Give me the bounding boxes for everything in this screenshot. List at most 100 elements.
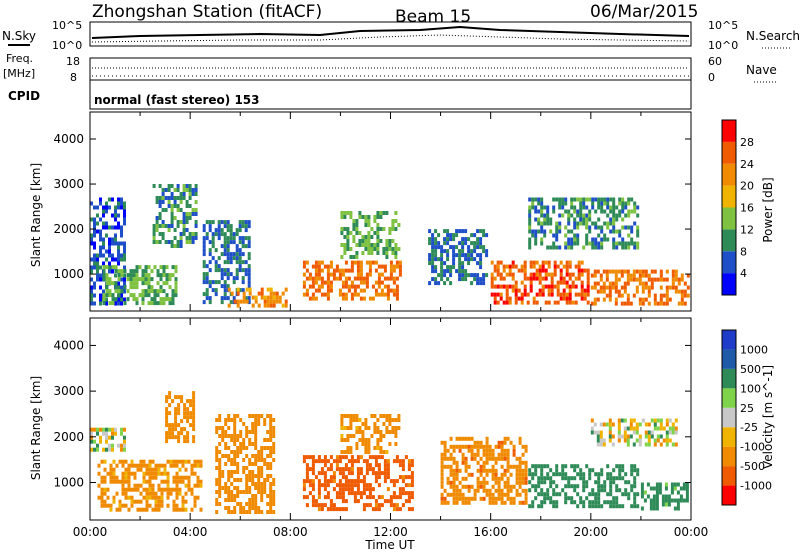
velocity-cell — [269, 462, 273, 466]
power-cell — [173, 188, 177, 192]
velocity-cell — [670, 486, 674, 491]
power-cell — [588, 197, 592, 202]
velocity-cell — [171, 427, 175, 432]
velocity-cell — [230, 470, 234, 474]
velocity-cell — [449, 456, 453, 461]
power-cell — [537, 201, 541, 206]
power-region-9 — [528, 197, 640, 250]
power-cell — [597, 241, 601, 246]
power-region-8 — [490, 260, 590, 305]
velocity-cell — [364, 442, 368, 446]
power-cell — [526, 300, 530, 305]
power-cell — [686, 285, 690, 290]
power-cell — [394, 211, 398, 215]
power-cell — [174, 293, 178, 298]
velocity-cell — [177, 435, 181, 440]
power-cell — [605, 293, 609, 298]
power-cell — [155, 220, 159, 224]
power-cell — [446, 265, 450, 270]
power-cell — [668, 297, 672, 302]
power-cell — [158, 200, 162, 204]
power-cell — [638, 301, 642, 306]
velocity-cell — [362, 479, 366, 484]
power-cell — [464, 229, 468, 234]
velocity-cell — [251, 478, 255, 482]
velocity-cell — [123, 427, 126, 432]
power-cell — [614, 281, 618, 286]
power-cell — [159, 265, 163, 270]
velocity-cell — [528, 468, 532, 473]
power-cell — [680, 301, 684, 306]
velocity-cell — [248, 498, 252, 502]
power-cell — [467, 273, 471, 278]
velocity-cell — [199, 507, 203, 512]
velocity-cell — [515, 492, 519, 497]
power-cell — [588, 213, 592, 218]
power-cell — [226, 248, 230, 253]
power-cell — [579, 197, 583, 202]
velocity-cell — [636, 504, 640, 509]
velocity-cell — [148, 503, 152, 508]
power-cell — [482, 281, 486, 286]
velocity-cell — [665, 438, 669, 443]
power-cell — [496, 284, 500, 289]
power-cell — [194, 224, 198, 228]
power-cell — [114, 301, 117, 306]
velocity-cell — [590, 430, 594, 435]
velocity-cell — [624, 488, 628, 493]
power-cell — [621, 205, 625, 210]
velocity-cell — [192, 427, 196, 432]
nsky-series — [91, 25, 690, 39]
power-cell — [254, 299, 258, 304]
velocity-cell — [181, 507, 185, 512]
velocity-cell — [111, 427, 114, 432]
power-cell — [394, 227, 398, 231]
power-cell — [241, 240, 245, 245]
velocity-cell — [494, 460, 498, 465]
power-cell — [594, 221, 598, 226]
velocity-cell — [227, 434, 231, 438]
velocity-colorbar-swatch — [722, 349, 736, 369]
power-cell — [612, 245, 616, 250]
velocity-cell — [302, 479, 306, 484]
velocity-cell — [326, 483, 330, 488]
power-cell — [99, 237, 102, 242]
power-cell — [603, 237, 607, 242]
power-cell — [464, 273, 468, 278]
power-cell — [564, 233, 568, 238]
power-cell — [535, 300, 539, 305]
power-cell — [170, 208, 174, 212]
power-cell — [458, 261, 462, 266]
velocity-cell — [340, 418, 344, 422]
power-cell — [647, 277, 651, 282]
velocity-cell — [594, 496, 598, 501]
power-cell — [156, 293, 160, 298]
power-cell — [161, 208, 165, 212]
power-cell — [129, 281, 133, 286]
power-cell — [520, 292, 524, 297]
velocity-cell — [491, 496, 495, 501]
power-cell — [585, 217, 589, 222]
velocity-cell — [407, 507, 411, 512]
power-cell — [585, 241, 589, 246]
power-cell — [96, 257, 99, 262]
velocity-cell — [236, 486, 240, 490]
velocity-cell — [221, 426, 225, 430]
velocity-cell — [103, 479, 107, 484]
power-cell — [343, 247, 347, 251]
velocity-cell — [311, 495, 315, 500]
velocity-cell — [500, 452, 504, 457]
velocity-cell — [145, 463, 149, 468]
velocity-cell — [148, 471, 152, 476]
power-cell — [155, 224, 159, 228]
power-cell — [537, 209, 541, 214]
velocity-cell — [552, 472, 556, 477]
velocity-cell — [621, 468, 625, 473]
power-cell — [538, 276, 542, 281]
velocity-cell — [174, 395, 178, 400]
velocity-cell — [608, 430, 612, 435]
power-cell — [496, 300, 500, 305]
velocity-cell — [127, 483, 131, 488]
